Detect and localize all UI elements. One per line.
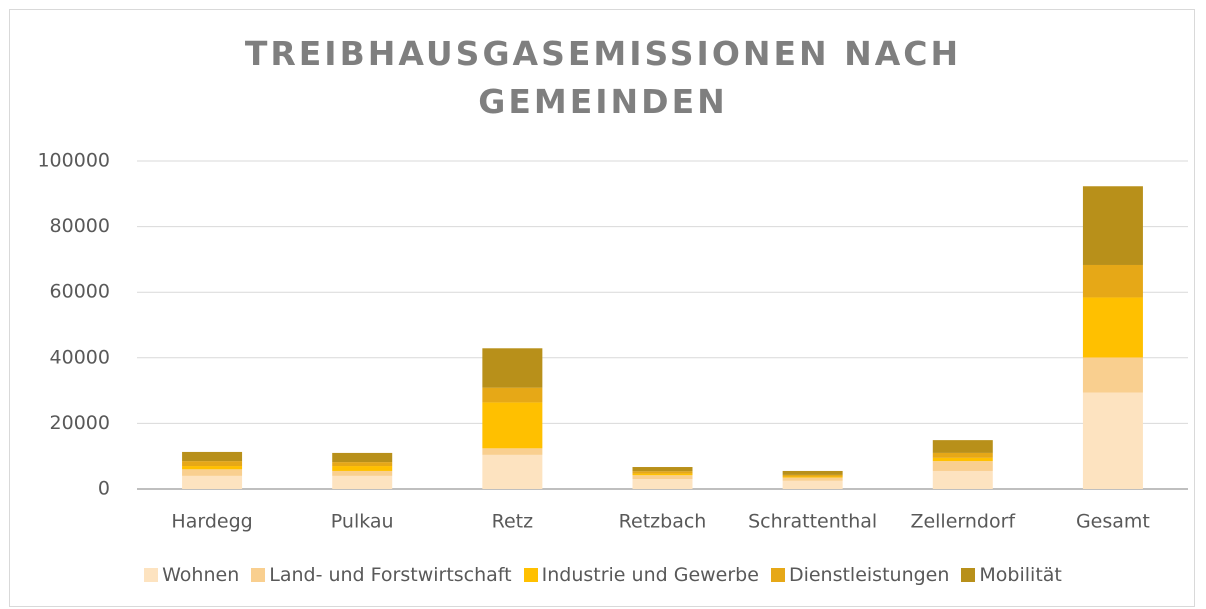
bar-segment xyxy=(482,402,543,449)
legend-item: Wohnen xyxy=(144,564,239,586)
x-tick-label: Pulkau xyxy=(331,511,394,533)
bar-segment xyxy=(482,448,543,455)
x-tick-label: Gesamt xyxy=(1076,511,1150,533)
legend-label: Mobilität xyxy=(979,564,1062,586)
bar-segment xyxy=(482,454,543,489)
bar-segment xyxy=(1082,392,1143,489)
legend-item: Dienstleistungen xyxy=(770,564,950,586)
bar-segment xyxy=(632,467,693,472)
bar-segment xyxy=(482,348,543,388)
y-tick-label: 0 xyxy=(98,478,110,500)
x-tick-label: Hardegg xyxy=(171,511,252,533)
legend-label: Dienstleistungen xyxy=(788,564,950,586)
bar-segment xyxy=(932,457,993,462)
bar-segment xyxy=(932,461,993,471)
bar-segment xyxy=(1082,297,1143,358)
bar-segment xyxy=(332,470,393,476)
bar-segment xyxy=(182,466,243,470)
bar-segment xyxy=(632,471,693,474)
bar-segment xyxy=(1082,264,1143,298)
y-tick-label: 100000 xyxy=(37,150,110,172)
legend-swatch xyxy=(251,568,266,582)
legend-swatch xyxy=(770,568,785,582)
bar-segment xyxy=(782,480,843,489)
bar-segment xyxy=(932,452,993,458)
legend-item: Land- und Forstwirtschaft xyxy=(251,564,512,586)
bar-segment xyxy=(332,452,393,463)
y-tick-label: 80000 xyxy=(50,215,110,237)
legend-label: Wohnen xyxy=(162,564,240,586)
legend-label: Industrie und Gewerbe xyxy=(541,564,759,586)
y-tick-label: 20000 xyxy=(50,412,110,434)
legend-swatch xyxy=(523,568,538,582)
y-tick-label: 40000 xyxy=(50,346,110,368)
bar-segment xyxy=(782,474,843,477)
legend-item: Industrie und Gewerbe xyxy=(523,564,759,586)
bar-segment xyxy=(632,479,693,489)
bar-segment xyxy=(932,440,993,453)
legend-swatch xyxy=(144,568,159,582)
bar-segment xyxy=(932,470,993,489)
bar-segment xyxy=(632,473,693,476)
x-tick-label: Schrattenthal xyxy=(748,511,877,533)
chart-title: TREIBHAUSGASEMISSIONEN NACH GEMEINDEN xyxy=(244,34,962,121)
legend-item: Mobilität xyxy=(961,564,1062,586)
bar-segment xyxy=(632,475,693,480)
legend: Wohnen Land- und Forstwirtschaft Industrie… xyxy=(0,564,1206,586)
bar-segment xyxy=(782,470,843,475)
x-tick-label: Retzbach xyxy=(619,511,707,533)
x-tick-label: Zellerndorf xyxy=(910,511,1016,533)
bar-segment xyxy=(782,476,843,478)
bar-segment xyxy=(1082,357,1143,393)
legend-swatch xyxy=(961,568,976,582)
bar-segment xyxy=(182,475,243,489)
y-tick-label: 60000 xyxy=(50,281,110,303)
bar-segment xyxy=(182,461,243,467)
bar-segment xyxy=(1082,186,1143,265)
bar-segment xyxy=(182,451,243,462)
legend-label: Land- und Forstwirtschaft xyxy=(269,564,512,586)
bar-segment xyxy=(482,387,543,403)
bar-segment xyxy=(332,462,393,467)
chart-frame xyxy=(9,9,1195,607)
x-tick-label: Retz xyxy=(492,511,533,533)
bar-segment xyxy=(332,466,393,471)
bar-segment xyxy=(782,477,843,481)
bar-segment xyxy=(332,475,393,489)
bar-segment xyxy=(182,469,243,476)
